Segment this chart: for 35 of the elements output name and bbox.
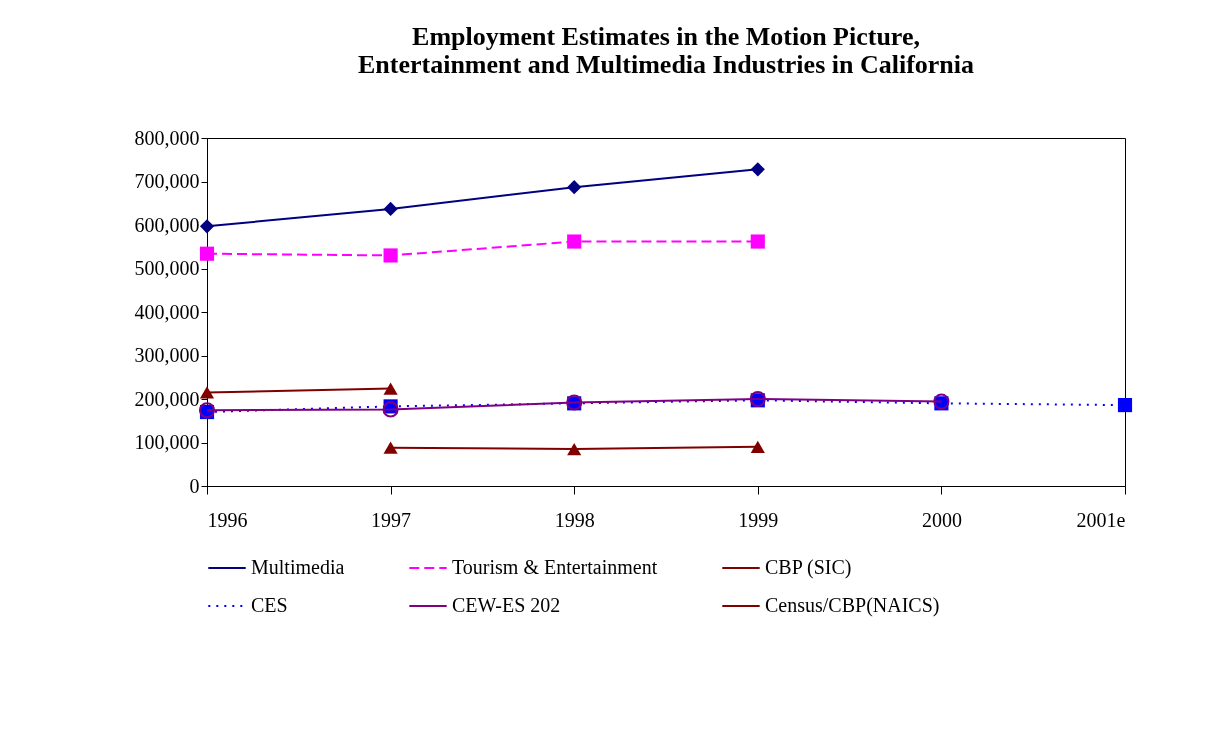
point [750, 234, 765, 249]
legend-label: Tourism & Entertainment [452, 556, 658, 578]
y-tick-label: 500,000 [134, 257, 200, 279]
y-tick-label: 800,000 [134, 126, 200, 149]
point [199, 219, 215, 234]
legend-label: CEW-ES 202 [452, 594, 561, 616]
x-tick-label: 1999 [738, 508, 779, 531]
legend-label: Census/CBP(NAICS) [765, 594, 940, 617]
point [199, 246, 215, 261]
x-tick-label: 2001e [1076, 508, 1126, 531]
point [382, 401, 399, 418]
y-tick-label: 100,000 [134, 431, 200, 453]
chart-title: Employment Estimates in the Motion Picture, Entertainment and Multimedia Industries in California [357, 22, 975, 79]
point [1117, 398, 1133, 413]
x-tick-label: 1997 [371, 508, 412, 531]
y-tick-label: 400,000 [134, 300, 200, 323]
y-tick-label: 0 [189, 474, 200, 497]
x-tick-label: 1996 [207, 508, 248, 531]
y-tick-label: 700,000 [134, 170, 200, 192]
y-tick-label: 300,000 [134, 344, 200, 366]
y-tick-label: 600,000 [134, 213, 200, 236]
x-tick-label: 1998 [554, 508, 595, 531]
y-tick-label: 200,000 [134, 387, 200, 410]
point [750, 440, 765, 453]
point [383, 441, 398, 454]
point [567, 442, 582, 456]
point [567, 234, 582, 249]
legend-label: Multimedia [251, 556, 345, 578]
point [567, 180, 582, 195]
point [750, 162, 765, 177]
point [383, 201, 398, 216]
x-tick-label: 2000 [921, 508, 962, 531]
legend-label: CBP (SIC) [765, 556, 852, 579]
point [383, 248, 398, 263]
legend-label: CES [251, 594, 288, 616]
